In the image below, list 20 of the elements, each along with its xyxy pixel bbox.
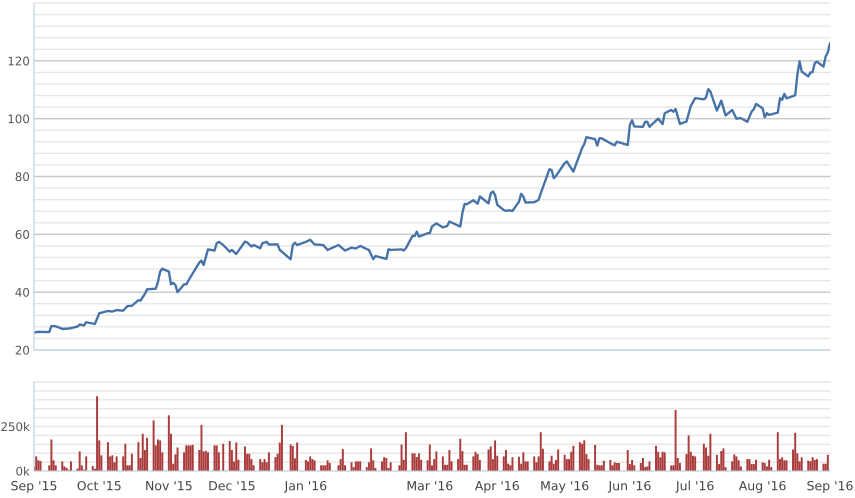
x-tick-label: Oct '15 [77, 480, 121, 490]
y-tick-label: 120 [8, 56, 30, 66]
y-tick-label: 80 [16, 172, 30, 182]
x-tick-label: Jun '16 [608, 480, 651, 493]
x-tick-label: Dec '15 [209, 481, 255, 490]
y-tick-label: 100 [8, 114, 30, 124]
x-tick-label: Sep '16 [807, 480, 853, 493]
x-tick-label: May '16 [541, 480, 588, 493]
x-tick-label: Jul '16 [675, 480, 714, 493]
x-tick-label: Jan '16 [284, 480, 326, 493]
x-tick-label: Sep '15 [11, 480, 56, 493]
y-tick-label: 250k [1, 422, 30, 432]
y-tick-label: 40 [15, 288, 30, 297]
x-tick-label: Apr '16 [474, 480, 519, 493]
y-tick-label: 20 [16, 346, 30, 355]
x-tick-label: Aug '16 [738, 480, 786, 493]
y-tick-label: 60 [16, 230, 30, 239]
x-tick-label: Mar '16 [408, 480, 452, 490]
x-tick-label: Nov '15 [146, 481, 192, 490]
y-tick-label: 0k [16, 466, 30, 476]
